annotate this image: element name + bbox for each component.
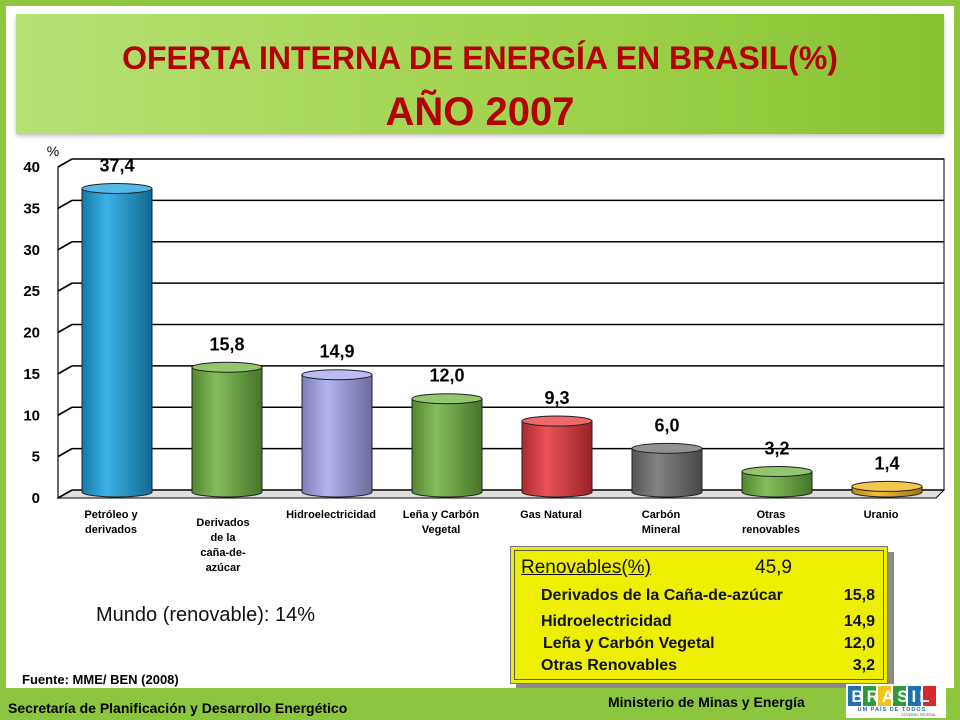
bar-value-label: 14,9	[319, 342, 354, 362]
bar-value-label: 6,0	[654, 415, 679, 435]
legend-row: Hidroelectricidad 14,9	[541, 613, 875, 631]
gridline-diagonal	[57, 323, 73, 334]
y-tick-label: 15	[23, 366, 40, 383]
x-tick-label: Gas Natural	[520, 509, 582, 521]
bar-value-label: 15,8	[209, 334, 244, 354]
legend-row-label: Otras Renovables	[541, 657, 678, 674]
y-tick-label: 30	[23, 242, 40, 259]
bar-top	[301, 369, 373, 381]
y-tick-label: 40	[23, 159, 40, 176]
bar	[301, 374, 373, 498]
bar-value-label: 3,2	[764, 439, 789, 459]
footer-ministry: Ministerio de Minas y Energía	[608, 694, 805, 710]
logo-subtitle: GOVERNO FEDERAL	[901, 713, 936, 717]
x-tick-label: caña-de-	[200, 547, 246, 559]
footer-secretariat: Secretaría de Planificación y Desarrollo…	[8, 700, 348, 716]
bar-value-label: 37,4	[99, 156, 134, 176]
x-tick-label: Derivados	[196, 517, 249, 529]
x-tick-label: Mineral	[642, 524, 681, 536]
bar-top	[631, 442, 703, 454]
x-tick-label: renovables	[742, 524, 800, 536]
legend-header: Renovables(%) 45,9	[521, 557, 792, 579]
bar	[631, 447, 703, 498]
chart-wall	[57, 158, 945, 499]
x-tick-label: derivados	[85, 524, 137, 536]
bar-top	[411, 393, 483, 405]
gridline-diagonal	[57, 199, 73, 210]
logo-tagline: UM PAÍS DE TODOS	[858, 705, 927, 713]
logo-text: BRASIL	[851, 687, 932, 706]
gridline-diagonal	[57, 489, 73, 499]
y-tick-label: 0	[32, 490, 40, 507]
bar-top	[851, 480, 923, 492]
legend-row-value: 3,2	[852, 657, 875, 674]
y-axis-label: %	[47, 143, 59, 159]
y-tick-label: 25	[23, 283, 40, 300]
source-note: Fuente: MME/ BEN (2008)	[22, 672, 179, 687]
bar	[81, 188, 153, 498]
legend-row-label: Leña y Carbón Vegetal	[543, 635, 715, 652]
footer-bar: Secretaría de Planificación y Desarrollo…	[0, 688, 960, 720]
x-tick-label: Carbón	[642, 509, 681, 521]
x-tick-label: Vegetal	[422, 524, 461, 536]
x-tick-label: Otras	[757, 509, 786, 521]
bar	[521, 420, 593, 498]
bar-top	[521, 415, 593, 427]
x-tick-label: de la	[210, 532, 236, 544]
bar	[411, 398, 483, 498]
world-renewable-note: Mundo (renovable): 14%	[96, 604, 316, 626]
bar	[191, 366, 263, 498]
x-tick-label: Petróleo y	[84, 509, 138, 521]
legend-row-label: Hidroelectricidad	[541, 613, 672, 630]
gridline-diagonal	[57, 406, 73, 416]
bar-top	[741, 466, 813, 478]
legend-inner-border	[514, 550, 884, 680]
x-tick-label: azúcar	[206, 562, 242, 574]
bar-top	[81, 183, 153, 195]
gridline-diagonal	[57, 282, 73, 292]
renewables-legend: Renovables(%) 45,9 Derivados de la Caña-…	[510, 546, 888, 684]
energy-bar-chart: 0 5 10 15 20 25 30 35 40% 37,4 Petróleo y derivados…	[23, 143, 946, 574]
gridline-diagonal	[57, 241, 73, 251]
bar-value-label: 9,3	[544, 388, 569, 408]
legend-row-value: 14,9	[843, 613, 875, 630]
bar-top	[191, 361, 263, 373]
legend-row: Leña y Carbón Vegetal 12,0	[541, 635, 875, 653]
brasil-logo: BRASIL UM PAÍS DE TODOS GOVERNO FEDERAL	[846, 684, 946, 718]
legend-header-label: Renovables(%)	[521, 557, 651, 578]
legend-row-label: Derivados de la Caña-de-azúcar	[541, 587, 783, 604]
gridline-diagonal	[57, 158, 73, 168]
legend-row-value: 15,8	[843, 587, 875, 604]
bar-value-label: 12,0	[429, 366, 464, 386]
x-tick-label: Leña y Carbón	[403, 509, 480, 521]
x-tick-label: Hidroelectricidad	[286, 509, 376, 521]
legend-row: Derivados de la Caña-de-azúcar 15,8	[541, 587, 875, 605]
y-tick-label: 35	[23, 200, 40, 217]
legend-row-value: 12,0	[843, 635, 875, 652]
title-line-1: OFERTA INTERNA DE ENERGÍA EN BRASIL(%)	[122, 40, 838, 76]
y-tick-label: 10	[23, 407, 40, 424]
bar	[741, 471, 813, 498]
bar-value-label: 1,4	[874, 453, 899, 473]
title-banner: OFERTA INTERNA DE ENERGÍA EN BRASIL(%) A…	[16, 14, 944, 134]
y-tick-label: 5	[32, 449, 40, 466]
title-line-2: AÑO 2007	[385, 90, 575, 134]
legend-header-value: 45,9	[755, 557, 792, 578]
x-tick-label: Uranio	[864, 509, 899, 521]
legend-row: Otras Renovables 3,2	[541, 657, 875, 675]
gridline-diagonal	[57, 365, 73, 375]
gridline-diagonal	[57, 447, 73, 458]
y-tick-label: 20	[23, 325, 40, 342]
